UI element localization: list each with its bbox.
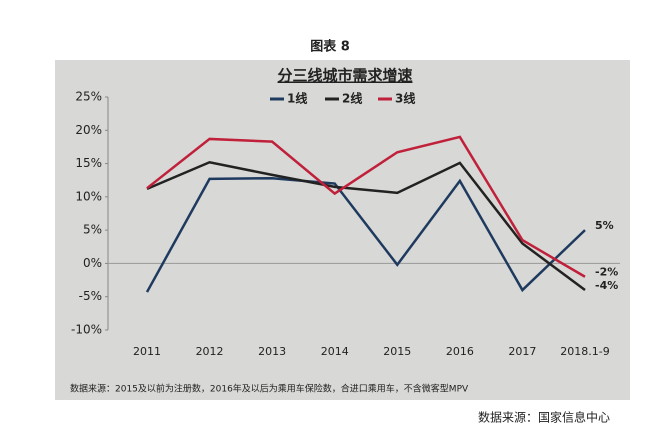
x-tick-label: 2016 — [446, 345, 474, 358]
x-tick-label: 2012 — [196, 345, 224, 358]
legend-label: 2线 — [342, 91, 362, 106]
source: 数据来源：国家信息中心 — [478, 410, 610, 425]
x-tick-label: 2013 — [258, 345, 286, 358]
x-tick-label: 2018.1-9 — [560, 345, 609, 358]
value-label: -4% — [595, 279, 618, 292]
legend-label: 3线 — [395, 91, 415, 106]
y-tick-label: -5% — [79, 289, 102, 303]
series-line — [146, 160, 586, 292]
x-tick-label: 2014 — [321, 345, 349, 358]
note: 数据来源：2015及以前为注册数，2016年及以后为乘用车保险数，合进口乘用车，… — [70, 383, 469, 395]
y-tick-label: 15% — [75, 156, 102, 170]
y-tick-label: -10% — [71, 323, 102, 337]
x-tick-label: 2015 — [383, 345, 411, 358]
y-tick-label: 10% — [75, 189, 102, 203]
chart-background — [55, 60, 630, 400]
chart-title: 分三线城市需求增速 — [277, 67, 412, 85]
figure-label: 图表 8 — [310, 39, 350, 55]
y-tick-label: 25% — [75, 90, 102, 104]
value-label: -2% — [595, 266, 618, 279]
series-line — [146, 135, 586, 278]
series-line — [145, 176, 586, 293]
x-tick-label: 2017 — [508, 345, 536, 358]
y-tick-label: 5% — [83, 223, 102, 237]
y-tick-label: 20% — [75, 123, 102, 137]
y-tick-label: 0% — [83, 256, 102, 270]
value-label: 5% — [595, 219, 614, 232]
legend-label: 1线 — [287, 91, 307, 106]
x-tick-label: 2011 — [133, 345, 161, 358]
